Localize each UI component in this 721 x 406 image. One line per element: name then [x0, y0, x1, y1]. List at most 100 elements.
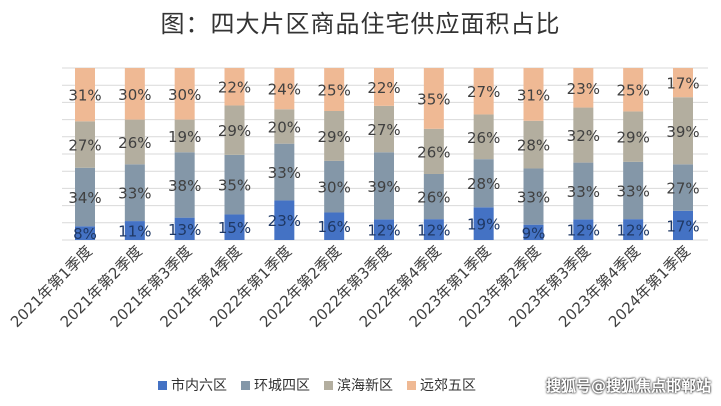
- watermark: 搜狐号@搜狐焦点邯郸站: [545, 377, 711, 395]
- bar-segment: [523, 168, 544, 225]
- bar-segment: [623, 111, 644, 162]
- bar-segment: [274, 143, 295, 201]
- legend-item: 市内六区: [158, 375, 227, 395]
- data-label: 35%: [417, 90, 450, 108]
- data-label: 38%: [168, 177, 201, 195]
- bar-segment: [623, 68, 644, 112]
- data-label: 24%: [268, 81, 301, 99]
- legend-swatch: [158, 380, 167, 390]
- bar-segment: [274, 68, 295, 110]
- bar-segment: [224, 154, 245, 215]
- legend-label: 市内六区: [171, 378, 227, 394]
- data-label: 30%: [118, 86, 151, 104]
- bar-segment: [523, 68, 544, 121]
- legend-item: 环城四区: [241, 375, 310, 395]
- bar-segment: [623, 161, 644, 220]
- bar-segment: [274, 109, 295, 144]
- data-label: 13%: [168, 221, 201, 239]
- data-label: 27%: [467, 83, 500, 101]
- legend: 市内六区 环城四区 滨海新区 远郊五区: [158, 375, 476, 395]
- bar-segment: [374, 152, 394, 220]
- legend-label: 滨海新区: [337, 378, 393, 394]
- legend-swatch: [324, 380, 333, 390]
- bar-segment: [523, 120, 544, 169]
- bar-segment: [174, 119, 195, 153]
- data-label: 11%: [118, 223, 151, 241]
- data-label: 27%: [367, 121, 400, 139]
- bar-segment: [224, 68, 245, 106]
- data-label: 26%: [467, 129, 500, 147]
- bar-segment: [124, 119, 145, 165]
- data-label: 19%: [168, 128, 201, 146]
- bar-segment: [124, 221, 145, 240]
- data-label: 39%: [367, 178, 400, 196]
- bar-segment: [174, 68, 195, 120]
- data-label: 16%: [317, 218, 350, 236]
- data-label: 25%: [317, 82, 350, 100]
- bar-segment: [473, 207, 494, 240]
- chart-title: 图：四大片区商品住宅供应面积占比: [160, 10, 561, 38]
- bar-segment: [423, 219, 444, 240]
- data-label: 33%: [118, 185, 151, 203]
- bar-segment: [324, 68, 345, 111]
- data-label: 29%: [218, 122, 251, 140]
- data-label: 20%: [268, 118, 301, 136]
- bar-segment: [124, 68, 145, 120]
- bar-segment: [75, 121, 95, 168]
- data-label: 29%: [616, 129, 649, 147]
- bar-segment: [673, 210, 693, 240]
- data-label: 26%: [417, 189, 450, 207]
- data-label: 12%: [616, 222, 649, 240]
- data-label: 23%: [567, 80, 600, 98]
- bar-segment: [673, 68, 693, 98]
- bar-segment: [573, 162, 594, 220]
- data-label: 32%: [567, 127, 600, 145]
- bar-segment: [75, 68, 95, 122]
- data-label: 26%: [118, 134, 151, 152]
- data-label: 28%: [517, 137, 550, 155]
- bar-segment: [324, 160, 345, 213]
- data-label: 33%: [567, 183, 600, 201]
- bar-segment: [274, 200, 295, 240]
- data-label: 31%: [517, 86, 550, 104]
- data-label: 30%: [168, 86, 201, 104]
- data-label: 39%: [666, 123, 699, 141]
- bar-segment: [623, 219, 644, 240]
- data-label: 23%: [268, 212, 301, 230]
- data-label: 26%: [417, 143, 450, 161]
- data-label: 17%: [666, 217, 699, 235]
- bar-segment: [75, 226, 95, 240]
- data-label: 27%: [68, 137, 101, 155]
- data-label: 29%: [317, 128, 350, 146]
- data-label: 35%: [218, 177, 251, 195]
- data-label: 17%: [666, 75, 699, 93]
- bar-segment: [224, 105, 245, 155]
- bar-segment: [124, 164, 145, 222]
- data-label: 9%: [522, 224, 546, 242]
- legend-swatch: [407, 380, 416, 390]
- bar-segment: [324, 111, 345, 161]
- bar-segment: [224, 214, 245, 240]
- bar-segment: [573, 68, 594, 108]
- bar-segment: [324, 212, 345, 240]
- legend-label: 环城四区: [254, 378, 310, 394]
- bar-segment: [423, 128, 444, 174]
- bar-segment: [573, 219, 594, 240]
- legend-item: 滨海新区: [324, 375, 393, 395]
- data-label: 12%: [367, 222, 400, 240]
- legend-swatch: [241, 380, 250, 390]
- bar-segment: [473, 68, 494, 115]
- bar-segment: [374, 105, 394, 153]
- data-label: 8%: [73, 225, 97, 243]
- legend-item: 远郊五区: [407, 375, 476, 395]
- bar-segment: [673, 97, 693, 165]
- data-label: 22%: [367, 79, 400, 97]
- data-label: 22%: [218, 79, 251, 97]
- data-label: 27%: [666, 180, 699, 198]
- bar-segment: [573, 107, 594, 163]
- legend-label: 远郊五区: [420, 378, 476, 394]
- data-label: 28%: [467, 175, 500, 193]
- data-label: 25%: [616, 82, 649, 100]
